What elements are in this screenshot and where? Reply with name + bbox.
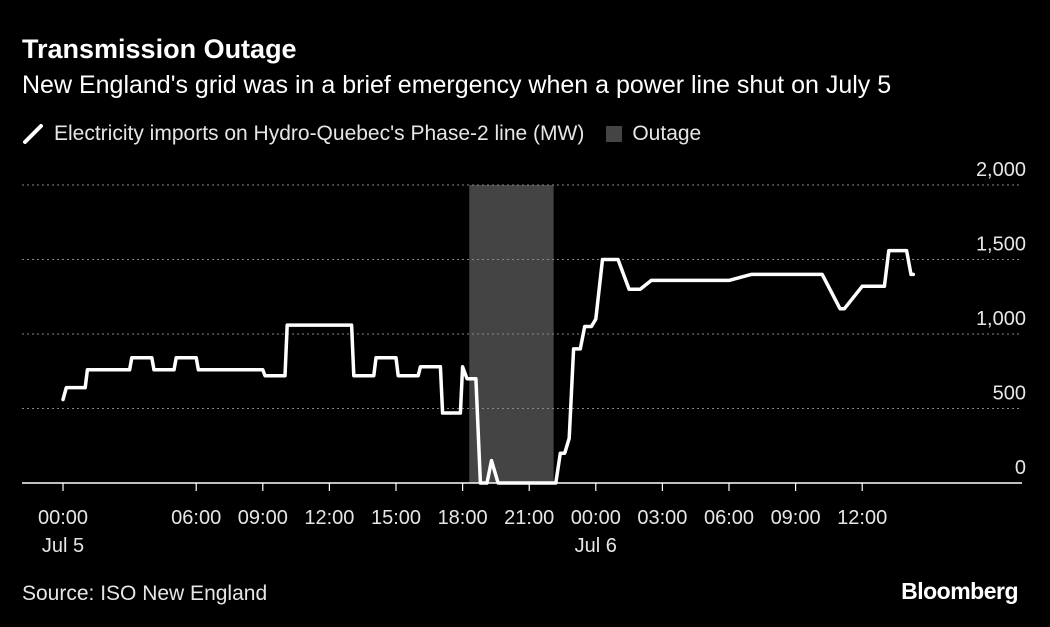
legend-label-imports: Electricity imports on Hydro-Quebec's Ph… (54, 122, 585, 145)
x-tick-label: 12:00 (304, 507, 354, 529)
x-tick-label: 09:00 (238, 507, 288, 529)
x-tick-sublabel: Jul 5 (42, 535, 84, 557)
y-tick-label: 0 (1015, 457, 1026, 479)
outage-band (469, 185, 554, 483)
chart-subtitle: New England's grid was in a brief emerge… (22, 71, 892, 99)
legend: Electricity imports on Hydro-Quebec's Ph… (22, 120, 701, 148)
x-tick-label: 12:00 (837, 507, 887, 529)
x-tick-label: 09:00 (771, 507, 821, 529)
y-tick-label: 1,000 (976, 308, 1026, 330)
source-note: Source: ISO New England (22, 582, 268, 605)
x-tick-label: 15:00 (371, 507, 421, 529)
x-tick-sublabel: Jul 6 (575, 535, 617, 557)
legend-item-outage: Outage (584, 122, 701, 146)
y-tick-label: 2,000 (976, 159, 1026, 181)
chart-title: Transmission Outage (22, 34, 297, 64)
y-tick-label: 500 (993, 383, 1026, 405)
x-tick-label: 00:00 (38, 507, 88, 529)
x-tick-label: 00:00 (571, 507, 621, 529)
x-tick-label: 18:00 (438, 507, 488, 529)
x-tick-label: 21:00 (504, 507, 554, 529)
bloomberg-logo: Bloomberg (901, 578, 1018, 604)
y-tick-label: 1,500 (976, 234, 1026, 256)
x-tick-label: 06:00 (171, 507, 221, 529)
legend-line-icon (23, 124, 43, 144)
x-tick-label: 03:00 (637, 507, 687, 529)
legend-box-icon (606, 126, 623, 142)
imports-series-line (61, 248, 916, 485)
legend-label-outage: Outage (632, 122, 702, 145)
x-tick-label: 06:00 (704, 507, 754, 529)
legend-item-imports: Electricity imports on Hydro-Quebec's Ph… (22, 122, 584, 146)
